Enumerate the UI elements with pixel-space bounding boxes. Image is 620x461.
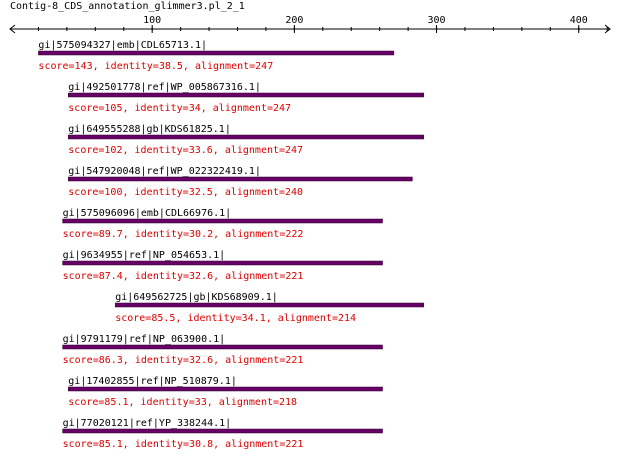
hit-stats-label: score=105, identity=34, alignment=247 [68,103,291,114]
hit-alignment-bar [68,386,383,392]
axis-tick-label: 300 [428,15,446,26]
hit-row: gi|575096096|emb|CDL66976.1| score=89.7, … [62,208,383,240]
hit-stats-label: score=86.3, identity=32.6, alignment=221 [63,355,304,366]
hit-stats-label: score=102, identity=33.6, alignment=247 [68,145,303,156]
axis-right-arrow-icon [604,24,611,34]
hit-name-label: gi|9634955|ref|NP_054653.1| [63,250,226,261]
hit-list: gi|575094327|emb|CDL65713.1| score=143, i… [38,40,424,450]
axis-tick-label: 100 [143,15,161,26]
hit-name-label: gi|575096096|emb|CDL66976.1| [63,208,232,219]
diagram-title: Contig-8_CDS_annotation_glimmer3.pl_2_1 [10,1,245,12]
hit-row: gi|649555288|gb|KDS61825.1| score=102, id… [68,124,424,156]
hit-stats-label: score=85.1, identity=33, alignment=218 [68,397,297,408]
position-axis: 100 200 300 400 [9,15,611,34]
hit-alignment-bar [68,92,424,98]
hit-row: gi|17402855|ref|NP_510879.1| score=85.1, … [68,376,383,408]
hit-stats-label: score=100, identity=32.5, alignment=240 [68,187,303,198]
hit-name-label: gi|575094327|emb|CDL65713.1| [38,40,207,51]
axis-tick-label: 400 [570,15,588,26]
axis-tick-label: 200 [285,15,303,26]
hit-alignment-bar [62,218,383,224]
hit-name-label: gi|649555288|gb|KDS61825.1| [68,124,231,135]
hit-name-label: gi|77020121|ref|YP_338244.1| [63,418,232,429]
hit-row: gi|649562725|gb|KDS68909.1| score=85.5, i… [114,292,424,324]
hit-stats-label: score=85.5, identity=34.1, alignment=214 [115,313,356,324]
hit-name-label: gi|492501778|ref|WP_005867316.1| [68,82,261,93]
hit-alignment-bar [68,176,413,182]
hit-row: gi|9634955|ref|NP_054653.1| score=87.4, i… [62,250,383,282]
hit-name-label: gi|9791179|ref|NP_063900.1| [63,334,226,345]
hit-alignment-bar [62,344,383,350]
hit-name-label: gi|649562725|gb|KDS68909.1| [115,292,278,303]
hit-stats-label: score=143, identity=38.5, alignment=247 [38,61,273,72]
axis-left-arrow-icon [9,24,16,34]
hit-row: gi|575094327|emb|CDL65713.1| score=143, i… [38,40,395,72]
hit-alignment-bar [62,260,383,266]
hit-stats-label: score=87.4, identity=32.6, alignment=221 [63,271,304,282]
hit-alignment-bar [68,134,424,140]
hit-name-label: gi|547920048|ref|WP_022322419.1| [68,166,261,177]
hit-alignment-bar [38,50,395,56]
hit-name-label: gi|17402855|ref|NP_510879.1| [68,376,237,387]
hit-alignment-bar [114,302,424,308]
hit-row: gi|547920048|ref|WP_022322419.1| score=10… [68,166,413,198]
hit-stats-label: score=89.7, identity=30.2, alignment=222 [63,229,304,240]
hit-row: gi|9791179|ref|NP_063900.1| score=86.3, i… [62,334,383,366]
hit-row: gi|77020121|ref|YP_338244.1| score=85.1, … [62,418,383,450]
hit-stats-label: score=85.1, identity=30.8, alignment=221 [63,439,304,450]
hit-row: gi|492501778|ref|WP_005867316.1| score=10… [68,82,424,114]
hit-alignment-bar [62,428,383,434]
